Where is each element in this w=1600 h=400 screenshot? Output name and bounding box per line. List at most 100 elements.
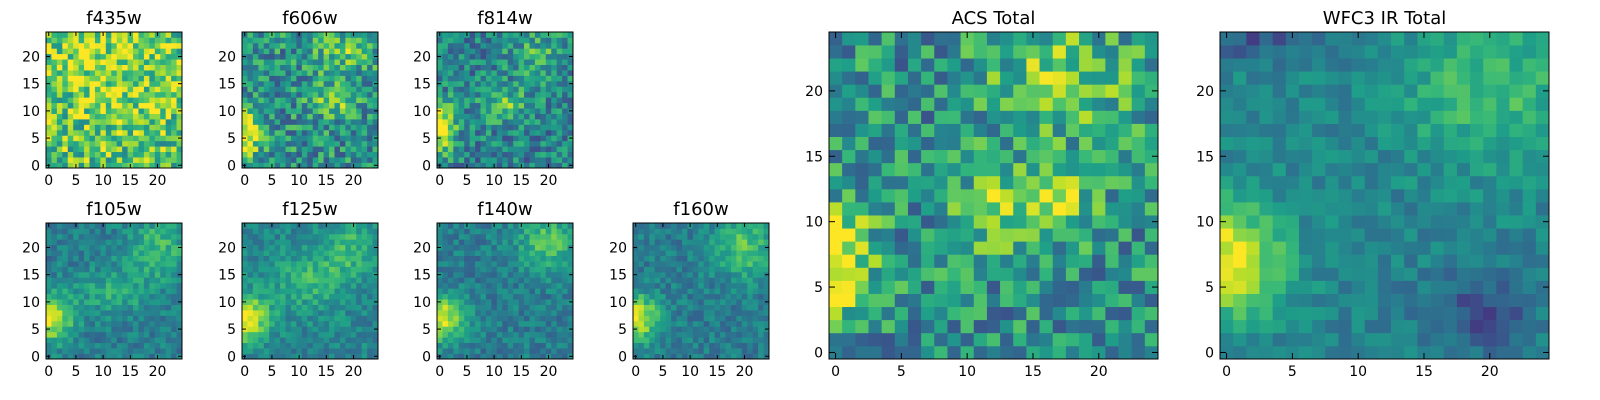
heatmap-cell [290, 135, 297, 142]
heatmap-cell [562, 157, 568, 163]
heatmap-cell [703, 293, 710, 300]
heatmap-cell [921, 319, 935, 334]
heatmap-cell [736, 315, 743, 322]
heatmap-cell [247, 108, 254, 114]
heatmap-cell [534, 228, 541, 235]
heatmap-cell [747, 331, 754, 338]
heatmap-cell [1092, 162, 1106, 177]
heatmap-cell [111, 348, 118, 354]
heatmap-cell [545, 91, 552, 98]
heatmap-cell [469, 326, 476, 333]
heatmap-cell [56, 59, 63, 65]
heatmap-cell [176, 250, 183, 256]
heatmap-cell [323, 135, 330, 142]
heatmap-cell [100, 135, 107, 142]
heatmap-cell [442, 124, 449, 131]
heatmap-cell [350, 102, 357, 109]
heatmap-cell [334, 32, 341, 38]
heatmap-cell [274, 48, 281, 55]
heatmap-cell [649, 282, 656, 289]
heatmap-cell [480, 48, 487, 55]
heatmap-cell [301, 64, 308, 71]
heatmap-cell [567, 337, 574, 344]
heatmap-cell [442, 129, 449, 136]
heatmap-cell [758, 255, 764, 262]
heatmap-cell [540, 223, 547, 229]
heatmap-cell [116, 255, 123, 262]
heatmap-cell [747, 353, 754, 360]
heatmap-cell [111, 124, 118, 131]
heatmap-cell [372, 304, 379, 311]
heatmap-cell [89, 266, 96, 273]
heatmap-cell [986, 332, 1001, 347]
heatmap-cell [534, 320, 541, 327]
heatmap-cell [947, 332, 961, 347]
heatmap-cell [947, 215, 961, 229]
heatmap-cell [665, 342, 672, 349]
heatmap-cell [496, 75, 503, 82]
heatmap-cell [329, 59, 335, 65]
heatmap-cell [285, 75, 292, 82]
heatmap-cell [334, 86, 341, 93]
heatmap-cell [921, 280, 935, 294]
heatmap-cell [323, 239, 330, 246]
heatmap-cell [698, 293, 705, 300]
heatmap-cell [453, 42, 460, 49]
heatmap-cell [280, 42, 286, 49]
heatmap-cell [127, 80, 134, 87]
heatmap-cell [469, 244, 476, 251]
heatmap-cell [89, 75, 96, 82]
heatmap-cell [165, 299, 172, 305]
heatmap-cell [94, 59, 101, 65]
heatmap-cell [1131, 188, 1146, 203]
heatmap-cell [127, 255, 134, 262]
heatmap-cell [507, 86, 514, 93]
heatmap-cell [51, 129, 58, 136]
heatmap-cell [111, 146, 118, 153]
heatmap-cell [1079, 319, 1093, 334]
heatmap-cell [122, 86, 128, 93]
heatmap-cell [442, 53, 449, 60]
heatmap-cell [469, 348, 476, 354]
heatmap-cell [524, 353, 530, 360]
heatmap-cell [339, 70, 346, 76]
heatmap-cell [692, 239, 699, 246]
heatmap-cell [84, 250, 90, 256]
heatmap-cell [556, 261, 563, 267]
heatmap-cell [698, 261, 705, 267]
heatmap-cell [274, 310, 281, 316]
heatmap-cell [122, 348, 128, 354]
x-tick-label: 5 [267, 173, 276, 189]
heatmap-cell [356, 223, 363, 229]
heatmap-cell [447, 310, 454, 316]
heatmap-cell [67, 146, 74, 153]
heatmap-cell [356, 288, 363, 295]
heatmap-cell [165, 119, 172, 125]
heatmap-cell [529, 157, 536, 163]
heatmap-cell [334, 261, 341, 267]
heatmap-cell [138, 326, 145, 333]
heatmap-cell [540, 80, 547, 87]
heatmap-cell [165, 315, 172, 322]
heatmap-cell [356, 70, 363, 76]
heatmap-cell [752, 337, 759, 344]
x-tick-label: 15 [121, 364, 139, 380]
heatmap-cell [105, 233, 112, 240]
heatmap-cell [741, 315, 748, 322]
heatmap-cell [496, 146, 503, 153]
heatmap-cell [312, 48, 319, 55]
heatmap-cell [89, 304, 96, 311]
heatmap-cell [89, 80, 96, 87]
heatmap-cell [46, 151, 52, 158]
heatmap-cell [643, 244, 650, 251]
heatmap-cell [67, 315, 74, 322]
heatmap-cell [122, 342, 128, 349]
heatmap-cell [296, 337, 303, 344]
heatmap-cell [133, 42, 139, 49]
heatmap-cell [307, 70, 314, 76]
heatmap-cell [46, 331, 52, 338]
heatmap-cell [318, 64, 324, 71]
heatmap-cell [78, 124, 85, 131]
heatmap-cell [372, 70, 379, 76]
heatmap-cell [247, 70, 254, 76]
